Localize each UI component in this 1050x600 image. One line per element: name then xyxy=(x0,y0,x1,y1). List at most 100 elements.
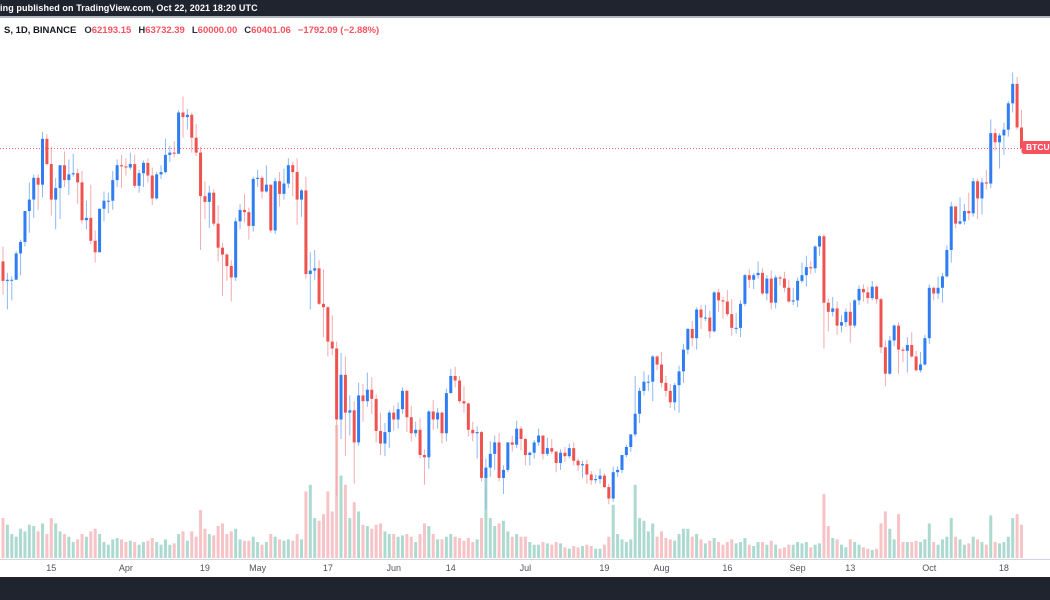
candle-body xyxy=(444,393,448,434)
candle-body xyxy=(436,412,440,420)
candle-body xyxy=(712,292,716,332)
candle-body xyxy=(629,434,633,447)
candle-wick xyxy=(977,178,979,220)
volume-bar xyxy=(141,542,145,558)
volume-bar xyxy=(616,534,620,558)
candle-body xyxy=(427,411,431,458)
candle-body xyxy=(36,177,40,185)
candle-body xyxy=(923,338,927,365)
candle-body xyxy=(857,288,861,301)
candle-body xyxy=(962,211,966,222)
candle-body xyxy=(734,327,738,329)
candle-body xyxy=(238,209,242,222)
time-axis-label: 19 xyxy=(599,563,610,573)
candle-body xyxy=(440,412,444,434)
candle-body xyxy=(242,209,246,213)
volume-bar xyxy=(58,531,62,558)
volume-bar xyxy=(717,542,721,558)
candle-body xyxy=(835,308,839,326)
candle-wick xyxy=(331,315,333,356)
candle-body xyxy=(1011,83,1015,104)
candle-body xyxy=(572,448,576,461)
volume-bar xyxy=(620,539,624,558)
candle-wick xyxy=(77,168,79,205)
volume-bar xyxy=(589,546,593,558)
candle-body xyxy=(93,240,97,253)
time-axis-label: Aug xyxy=(653,563,670,573)
candle-body xyxy=(673,385,677,403)
volume-bar xyxy=(98,534,102,558)
candle-body xyxy=(510,442,514,445)
volume-bar xyxy=(155,542,159,558)
volume-bar xyxy=(436,539,440,558)
candle-body xyxy=(194,137,198,153)
time-axis-label: 16 xyxy=(722,563,733,573)
volume-bar xyxy=(493,526,497,558)
volume-bar xyxy=(949,518,953,558)
volume-bar xyxy=(919,542,923,558)
candle-body xyxy=(589,474,593,481)
candle-body xyxy=(387,412,391,433)
candle-wick xyxy=(678,365,680,413)
volume-bar xyxy=(923,539,927,558)
volume-bar xyxy=(19,528,23,558)
candle-wick xyxy=(735,312,737,334)
candle-body xyxy=(221,247,224,255)
candle-body xyxy=(756,272,760,276)
volume-bar xyxy=(844,547,848,558)
candle-wick xyxy=(941,272,943,303)
candle-body xyxy=(677,371,681,386)
time-axis-label: May xyxy=(249,563,267,573)
candle-wick xyxy=(999,133,1001,169)
candle-body xyxy=(120,165,124,167)
candle-body xyxy=(304,190,308,275)
volume-bar xyxy=(804,542,808,558)
candle-body xyxy=(954,206,958,224)
candle-body xyxy=(730,314,734,328)
candle-body xyxy=(580,464,584,466)
candle-body xyxy=(321,303,325,308)
time-axis-label: 18 xyxy=(998,563,1009,573)
volume-bar xyxy=(541,542,545,558)
candle-wick xyxy=(753,272,755,289)
volume-bar xyxy=(256,542,260,558)
volume-bar xyxy=(971,536,975,558)
volume-bar xyxy=(523,536,527,558)
candle-body xyxy=(374,398,378,431)
candle-body xyxy=(883,347,887,374)
volume-bar xyxy=(414,542,418,558)
volume-bar xyxy=(984,544,988,558)
candle-wick xyxy=(862,284,864,302)
volume-bar xyxy=(831,538,835,558)
candle-body xyxy=(809,267,813,269)
volume-bar xyxy=(883,511,887,558)
candle-body xyxy=(927,287,931,339)
volume-bar xyxy=(247,540,251,558)
volume-bar xyxy=(572,546,576,558)
candle-body xyxy=(976,181,980,199)
candle-body xyxy=(760,272,764,294)
candle-body xyxy=(822,236,826,303)
candle-body xyxy=(804,267,808,276)
symbol-legend[interactable]: S, 1D, BINANCE O62193.15 H63732.39 L6000… xyxy=(4,23,386,37)
volume-bar xyxy=(607,536,611,558)
candle-wick xyxy=(243,193,245,223)
candle-body xyxy=(308,270,312,275)
time-axis-label: 15 xyxy=(46,563,57,573)
candle-body xyxy=(357,395,361,443)
volume-bar xyxy=(989,515,993,558)
volume-bar xyxy=(400,535,404,558)
volume-bar xyxy=(853,542,857,558)
candle-body xyxy=(343,374,347,413)
time-axis[interactable]: 15 Apr 19 May 17 Jun 14 Jul 19 Aug 16 Sep 13 Oct 18 xyxy=(0,559,1050,578)
candle-body xyxy=(892,325,896,341)
volume-bar xyxy=(690,536,694,558)
candle-body xyxy=(45,138,49,165)
candle-body xyxy=(967,211,971,214)
candle-body xyxy=(330,341,334,349)
volume-bar xyxy=(321,514,325,558)
candle-body xyxy=(453,375,457,381)
volume-bar xyxy=(379,523,383,558)
